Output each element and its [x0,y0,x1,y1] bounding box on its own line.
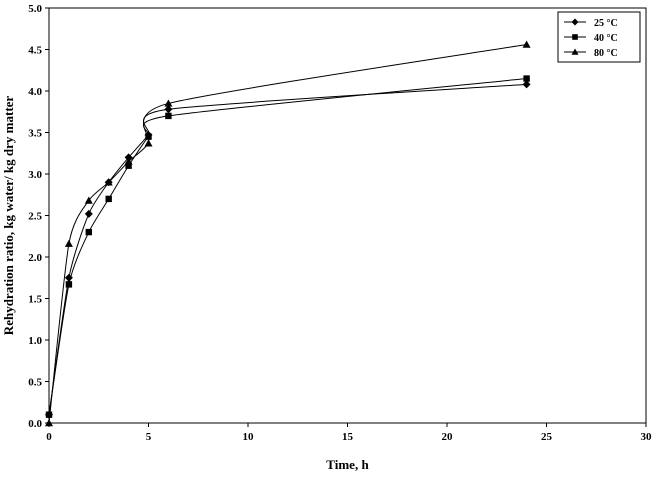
data-point [66,281,72,287]
data-point [46,412,52,418]
y-tick-label: 3.5 [28,128,42,140]
legend-label: 40 °C [594,33,618,44]
series-line [49,84,527,414]
y-tick-label: 0.5 [28,377,42,389]
x-tick-label: 0 [46,431,52,443]
axes: 0 5 10 15 20 25 30 0.0 0.5 1.0 1.5 2.0 2.5 3.0 3.5 4.0 4… [28,3,652,443]
y-tick-label: 5.0 [28,3,42,15]
y-tick-label: 0.0 [28,418,42,430]
legend: 25 °C 40 °C 80 °C [558,12,640,62]
y-tick-label: 3.0 [28,169,42,181]
x-tick-label: 30 [641,431,652,443]
x-tick-label: 15 [342,431,354,443]
series-line [49,79,527,415]
series-triangle [45,41,531,427]
data-point [106,196,112,202]
legend-label: 25 °C [594,18,618,29]
plot-frame [49,8,646,423]
y-tick-label: 1.5 [28,294,42,306]
y-tick-label: 1.0 [28,335,42,347]
data-point [523,41,531,48]
series-square [46,75,530,418]
y-tick-label: 4.0 [28,86,42,98]
x-tick-label: 25 [541,431,553,443]
x-tick-label: 10 [243,431,255,443]
x-tick-label: 5 [146,431,152,443]
series-layer [45,41,531,427]
data-point [85,210,93,218]
series-diamond [45,80,531,418]
legend-marker [572,34,578,40]
data-point [165,113,171,119]
y-axis-title: Rehydration ratio, kg water/ kg dry matt… [1,96,16,336]
x-axis-title: Time, h [326,457,369,472]
series-line [49,45,527,423]
data-point [86,229,92,235]
y-tick-label: 2.0 [28,252,42,264]
y-tick-label: 2.5 [28,211,42,223]
data-point [523,75,529,81]
legend-label: 80 °C [594,48,618,59]
y-tick-label: 4.5 [28,45,42,57]
x-tick-label: 20 [442,431,454,443]
data-point [65,240,73,247]
